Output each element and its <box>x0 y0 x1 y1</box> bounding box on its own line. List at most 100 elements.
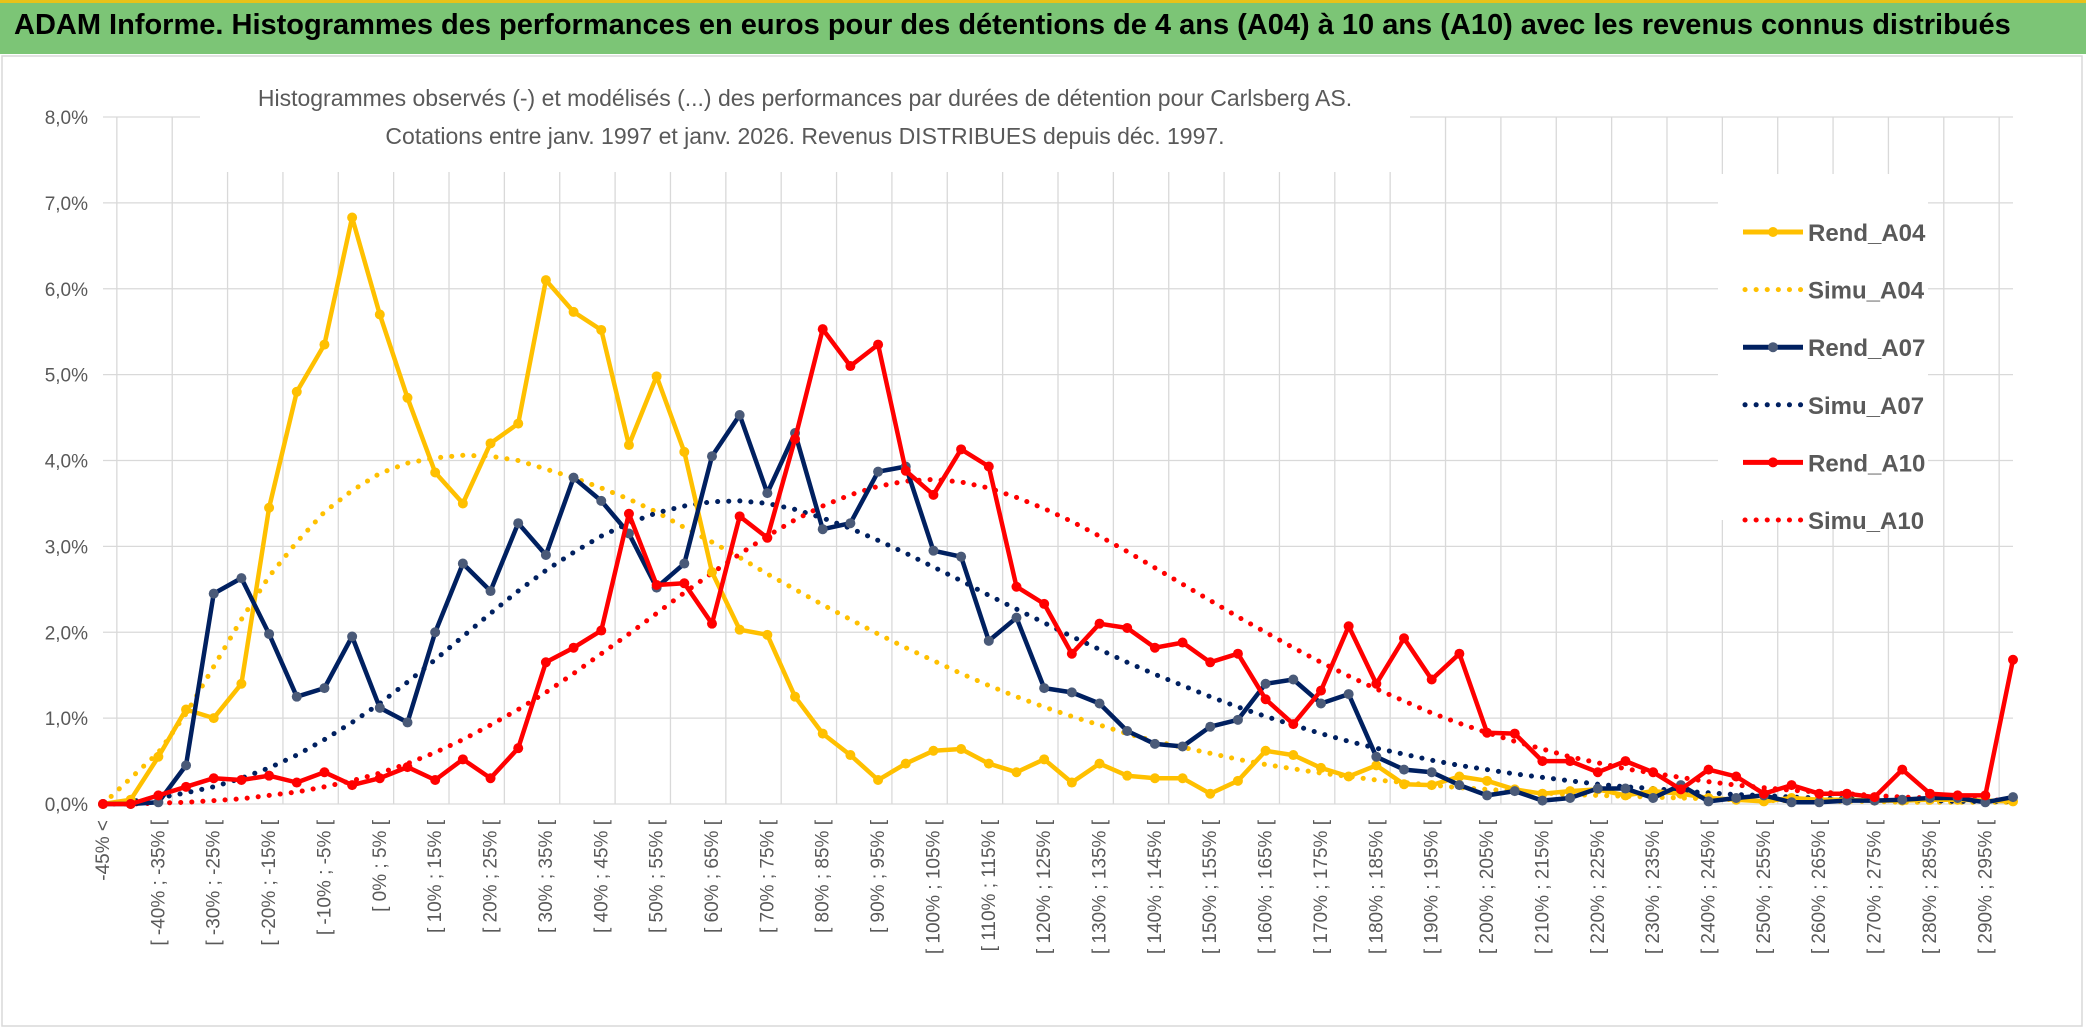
y-axis-ticks: 0,0% 1,0% 2,0% 3,0% 4,0% 5,0% 6,0% 7,0% 8,0% <box>45 108 88 816</box>
x-tick-label: [ 270% ; 275% [ <box>1865 819 1886 954</box>
data-point <box>1482 790 1493 801</box>
x-tick-label: [ 30% ; 35% [ <box>536 819 557 933</box>
chart-area: 0,0% 1,0% 2,0% 3,0% 4,0% 5,0% 6,0% 7,0% 8,0% -45… <box>0 54 2086 1031</box>
data-point <box>1952 790 1963 801</box>
data-point <box>485 438 496 449</box>
data-point <box>1205 657 1216 668</box>
data-point <box>1565 792 1576 803</box>
data-point <box>1426 780 1437 791</box>
x-tick-label: [ -40% ; -35% [ <box>148 819 169 945</box>
data-point <box>1509 728 1520 739</box>
data-point <box>1426 767 1437 778</box>
data-point <box>900 465 911 476</box>
data-point <box>734 511 745 522</box>
data-point <box>873 774 884 785</box>
data-point <box>1066 687 1077 698</box>
data-point <box>264 502 275 513</box>
x-tick-label: [ 70% ; 75% [ <box>757 819 778 933</box>
series-Simu_A10 <box>100 476 2016 807</box>
data-point <box>1592 783 1603 794</box>
data-point <box>291 386 302 397</box>
data-point <box>900 758 911 769</box>
data-point <box>1177 637 1188 648</box>
legend-item-Simu_A10: Simu_A10 <box>1742 508 1924 535</box>
data-point <box>1011 767 1022 778</box>
data-point <box>1177 773 1188 784</box>
legend-marker <box>1768 342 1778 353</box>
data-point <box>679 578 690 589</box>
data-point <box>540 657 551 668</box>
legend-item-Rend_A04: Rend_A04 <box>1743 220 1926 247</box>
x-tick-label: [ 0% ; 5% [ <box>370 819 391 912</box>
data-point <box>1011 612 1022 623</box>
legend-marker <box>1768 227 1778 237</box>
data-point <box>1482 775 1493 786</box>
data-point <box>1509 786 1520 797</box>
legend-label: Rend_A04 <box>1808 220 1926 247</box>
data-point <box>762 629 773 640</box>
report-title: ADAM Informe. Histogrammes des performan… <box>14 9 2011 41</box>
data-point <box>291 777 302 788</box>
legend: Rend_A04 Simu_A04 Rend_A07 Simu_A07 Rend_A10… <box>1718 174 1928 535</box>
x-tick-label: [ 240% ; 245% [ <box>1699 819 1720 954</box>
y-tick-label: 4,0% <box>45 452 88 473</box>
legend-label: Simu_A04 <box>1808 278 1925 305</box>
data-point <box>817 324 828 335</box>
y-tick-label: 3,0% <box>45 537 88 558</box>
series-Rend_A10 <box>98 324 2018 809</box>
data-point <box>734 624 745 635</box>
data-point <box>1786 780 1797 791</box>
legend-label: Rend_A10 <box>1808 450 1925 477</box>
data-point <box>1260 678 1271 689</box>
series-line <box>100 476 2016 807</box>
data-point <box>1703 764 1714 775</box>
data-point <box>513 418 524 429</box>
data-point <box>2008 792 2018 803</box>
data-point <box>790 691 801 702</box>
legend-label: Simu_A10 <box>1808 508 1924 535</box>
data-point <box>540 275 551 286</box>
x-tick-label: [ 110% ; 115% [ <box>979 819 1000 951</box>
data-point <box>623 508 634 519</box>
data-point <box>1454 771 1465 782</box>
data-point <box>319 683 330 694</box>
data-point <box>153 790 164 801</box>
data-point <box>1537 756 1548 767</box>
x-tick-label: [ 210% ; 215% [ <box>1532 819 1553 954</box>
data-point <box>762 532 773 543</box>
data-point <box>208 773 219 784</box>
data-point <box>1011 581 1022 592</box>
data-point <box>956 744 967 755</box>
data-point <box>457 558 468 569</box>
data-point <box>845 361 856 372</box>
data-point <box>596 324 607 335</box>
x-tick-label: [ 80% ; 85% [ <box>813 819 834 933</box>
data-point <box>1039 683 1050 694</box>
data-point <box>181 760 192 771</box>
data-point <box>1620 790 1631 801</box>
data-point <box>790 434 801 445</box>
x-tick-label: [ 150% ; 155% [ <box>1200 819 1221 954</box>
data-point <box>347 631 358 642</box>
data-point <box>1565 786 1576 797</box>
data-point <box>1758 788 1769 799</box>
report-banner: ADAM Informe. Histogrammes des performan… <box>0 0 2086 54</box>
data-point <box>1399 764 1410 775</box>
x-tick-label: [ 250% ; 255% [ <box>1754 819 1775 954</box>
data-point <box>181 781 192 792</box>
series-Simu_A04 <box>100 452 2016 807</box>
data-point <box>1565 756 1576 767</box>
data-point <box>1648 786 1659 797</box>
data-point <box>1232 775 1243 786</box>
data-point <box>762 488 773 499</box>
x-tick-label: [ 100% ; 105% [ <box>923 819 944 954</box>
data-point <box>1897 794 1908 805</box>
data-point <box>1399 779 1410 790</box>
x-tick-label: [ 260% ; 265% [ <box>1809 819 1830 954</box>
data-point <box>817 728 828 739</box>
data-point <box>1454 780 1465 791</box>
data-point <box>596 625 607 636</box>
y-tick-label: 8,0% <box>45 108 88 129</box>
data-point <box>1731 771 1742 782</box>
data-point <box>1537 795 1548 806</box>
